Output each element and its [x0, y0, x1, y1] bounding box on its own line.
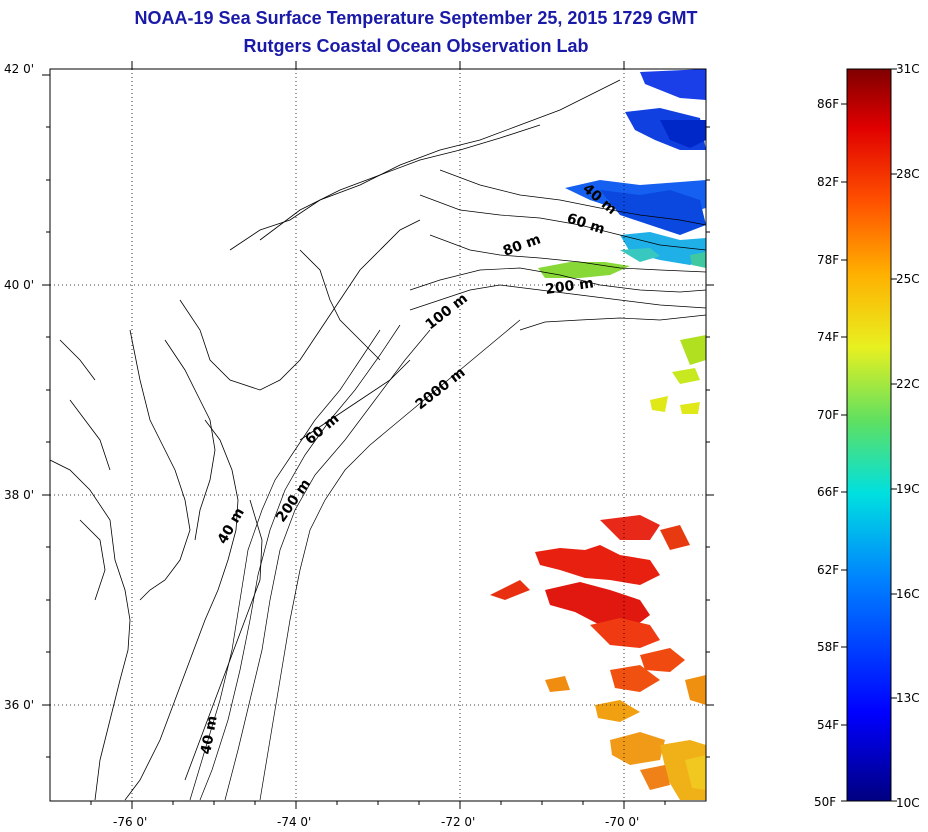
lat-label: 36 0' — [4, 698, 35, 712]
colorbar-c-label: 19C — [896, 482, 920, 496]
sst-patches — [490, 69, 706, 800]
colorbar-c-label: 25C — [896, 272, 920, 286]
axis-ticks — [42, 61, 714, 809]
colorbar-f-label: 58F — [817, 640, 840, 654]
map-title: NOAA-19 Sea Surface Temperature Septembe… — [134, 8, 698, 28]
colorbar-c-label: 13C — [896, 691, 920, 705]
colorbar — [846, 68, 892, 802]
colorbar-f-label: 66F — [817, 485, 840, 499]
colorbar-f-label: 54F — [817, 718, 840, 732]
map-subtitle: Rutgers Coastal Ocean Observation Lab — [243, 36, 589, 56]
colorbar-c-label: 22C — [896, 377, 920, 391]
colorbar-ticks — [841, 68, 897, 802]
lon-label: -76 0' — [113, 815, 148, 829]
lon-label: -70 0' — [605, 815, 640, 829]
colorbar-c-label: 31C — [896, 62, 920, 76]
colorbar-f-label: 78F — [817, 253, 840, 267]
colorbar-f-label: 82F — [817, 175, 840, 189]
contour-label: 100 m — [423, 291, 471, 334]
isobaths — [189, 169, 706, 801]
colorbar-c-label: 10C — [896, 796, 920, 810]
lat-label: 42 0' — [4, 62, 35, 76]
colorbar-f-label: 50F — [814, 795, 837, 809]
colorbar-f-label: 70F — [817, 408, 840, 422]
coastline — [50, 79, 621, 801]
lat-label: 40 0' — [4, 278, 35, 292]
map-frame — [49, 68, 707, 802]
contour-label: 200 m — [273, 476, 314, 525]
colorbar-f-label: 86F — [817, 97, 840, 111]
colorbar-f-label: 74F — [817, 330, 840, 344]
lon-label: -74 0' — [277, 815, 312, 829]
colorbar-c-label: 16C — [896, 587, 920, 601]
contour-label: 200 m — [544, 275, 594, 298]
colorbar-f-label: 62F — [817, 563, 840, 577]
contour-label: 40 m — [198, 715, 221, 756]
lon-label: -72 0' — [441, 815, 476, 829]
contour-label: 80 m — [501, 231, 543, 259]
contour-label: 60 m — [565, 211, 607, 238]
graticule — [50, 69, 706, 801]
lat-label: 38 0' — [4, 488, 35, 502]
colorbar-c-label: 28C — [896, 167, 920, 181]
contour-label: 40 m — [215, 505, 248, 547]
